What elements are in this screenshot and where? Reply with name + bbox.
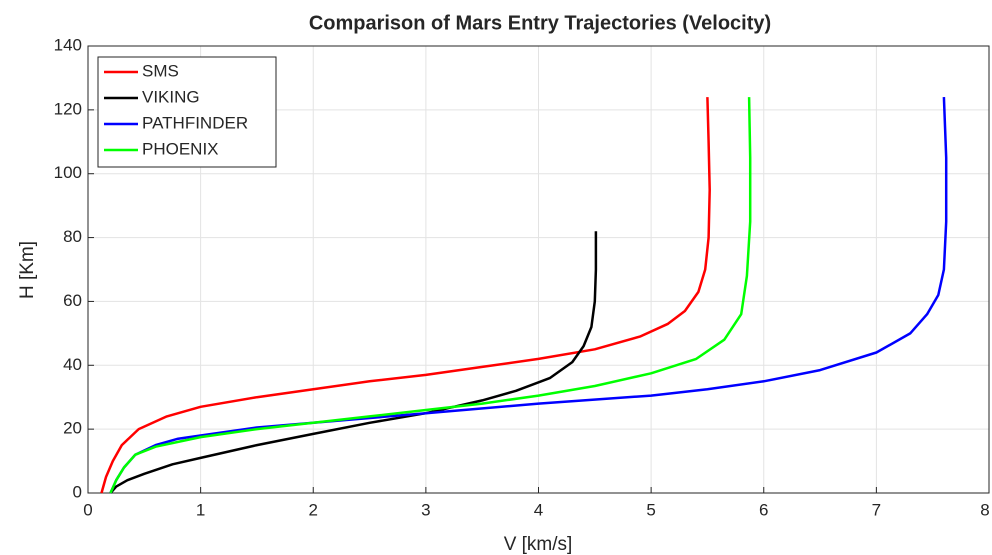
legend-box (97, 56, 277, 168)
series-line (109, 97, 752, 494)
legend-label: PATHFINDER (142, 113, 248, 132)
y-tick-label: 20 (63, 419, 82, 438)
y-tick-label: 80 (63, 227, 82, 246)
y-tick-label: 40 (63, 355, 82, 374)
y-tick-label: 140 (54, 35, 82, 54)
x-tick-label: 6 (759, 500, 768, 519)
legend-label: VIKING (142, 87, 200, 106)
x-tick-label: 1 (196, 500, 205, 519)
chart-title: Comparison of Mars Entry Trajectories (V… (309, 12, 771, 34)
x-tick-label: 8 (980, 500, 989, 519)
y-axis-label: H [Km] (17, 241, 38, 299)
x-axis-label: V [km/s] (504, 534, 573, 555)
x-tick-label: 5 (646, 500, 655, 519)
plot-frame (87, 45, 990, 494)
y-tick-label: 60 (63, 291, 82, 310)
x-tick-label: 3 (421, 500, 430, 519)
series-line (100, 97, 711, 494)
y-tick-label: 120 (54, 99, 82, 118)
legend-label: PHOENIX (142, 139, 219, 158)
x-tick-label: 2 (309, 500, 318, 519)
x-tick-label: 7 (872, 500, 881, 519)
y-tick-label: 0 (73, 482, 82, 501)
x-tick-label: 4 (534, 500, 543, 519)
y-tick-label: 100 (54, 163, 82, 182)
x-tick-label: 0 (83, 500, 92, 519)
legend-label: SMS (142, 61, 179, 80)
